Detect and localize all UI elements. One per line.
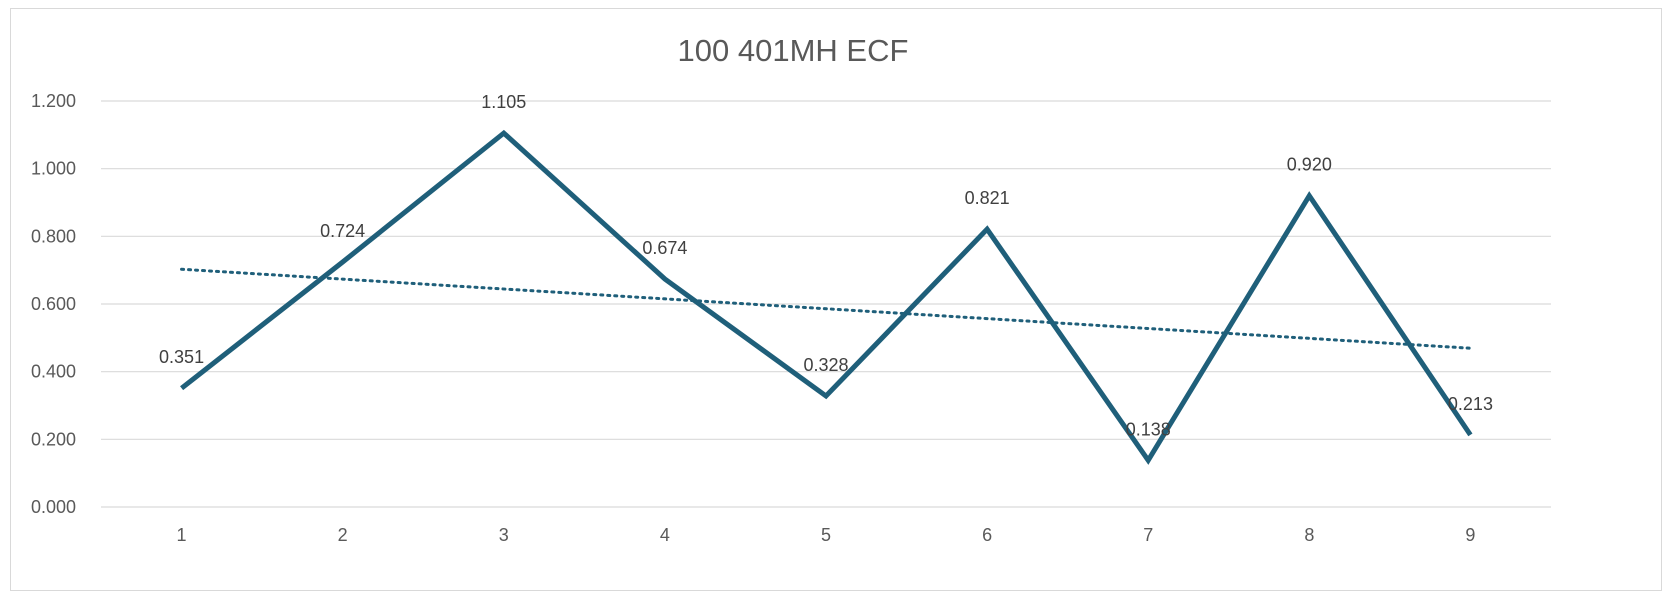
chart-area: 100 401MH ECF 0.000 0.200 0.400 0.600 0.800 1… bbox=[10, 8, 1662, 591]
data-label: 0.213 bbox=[1448, 394, 1493, 414]
x-tick-label: 8 bbox=[1304, 525, 1314, 545]
data-label: 1.105 bbox=[481, 92, 526, 112]
y-tick-label: 1.000 bbox=[31, 159, 76, 179]
x-tick-label: 3 bbox=[499, 525, 509, 545]
data-label: 0.674 bbox=[642, 238, 687, 258]
x-tick-label: 4 bbox=[660, 525, 670, 545]
series-layer bbox=[180, 129, 1473, 465]
series-line bbox=[180, 129, 1473, 465]
data-label: 0.138 bbox=[1126, 419, 1171, 439]
data-label: 0.920 bbox=[1287, 155, 1332, 175]
linear-trendline bbox=[180, 267, 1472, 350]
chart-title: 100 401MH ECF bbox=[678, 33, 909, 68]
x-tick-label: 2 bbox=[338, 525, 348, 545]
data-label: 0.724 bbox=[320, 221, 365, 241]
x-tick-label: 9 bbox=[1465, 525, 1475, 545]
x-axis-ticks: 1 2 3 4 5 6 7 8 9 bbox=[177, 525, 1476, 545]
x-tick-label: 1 bbox=[177, 525, 187, 545]
y-tick-label: 0.200 bbox=[31, 429, 76, 449]
y-axis-ticks: 0.000 0.200 0.400 0.600 0.800 1.000 1.200 bbox=[31, 91, 76, 517]
data-label: 0.821 bbox=[965, 188, 1010, 208]
y-tick-label: 0.800 bbox=[31, 226, 76, 246]
y-tick-label: 1.200 bbox=[31, 91, 76, 111]
line-chart: 100 401MH ECF 0.000 0.200 0.400 0.600 0.800 1… bbox=[31, 33, 1551, 545]
y-tick-label: 0.400 bbox=[31, 362, 76, 382]
data-label: 0.351 bbox=[159, 347, 204, 367]
trendline-layer bbox=[180, 267, 1472, 350]
y-tick-label: 0.600 bbox=[31, 294, 76, 314]
data-labels: 0.351 0.724 1.105 0.674 0.328 0.821 0.138 0.920… bbox=[159, 92, 1493, 439]
x-tick-label: 5 bbox=[821, 525, 831, 545]
gridlines bbox=[101, 100, 1551, 508]
data-label: 0.328 bbox=[803, 355, 848, 375]
x-tick-label: 7 bbox=[1143, 525, 1153, 545]
x-tick-label: 6 bbox=[982, 525, 992, 545]
y-tick-label: 0.000 bbox=[31, 497, 76, 517]
